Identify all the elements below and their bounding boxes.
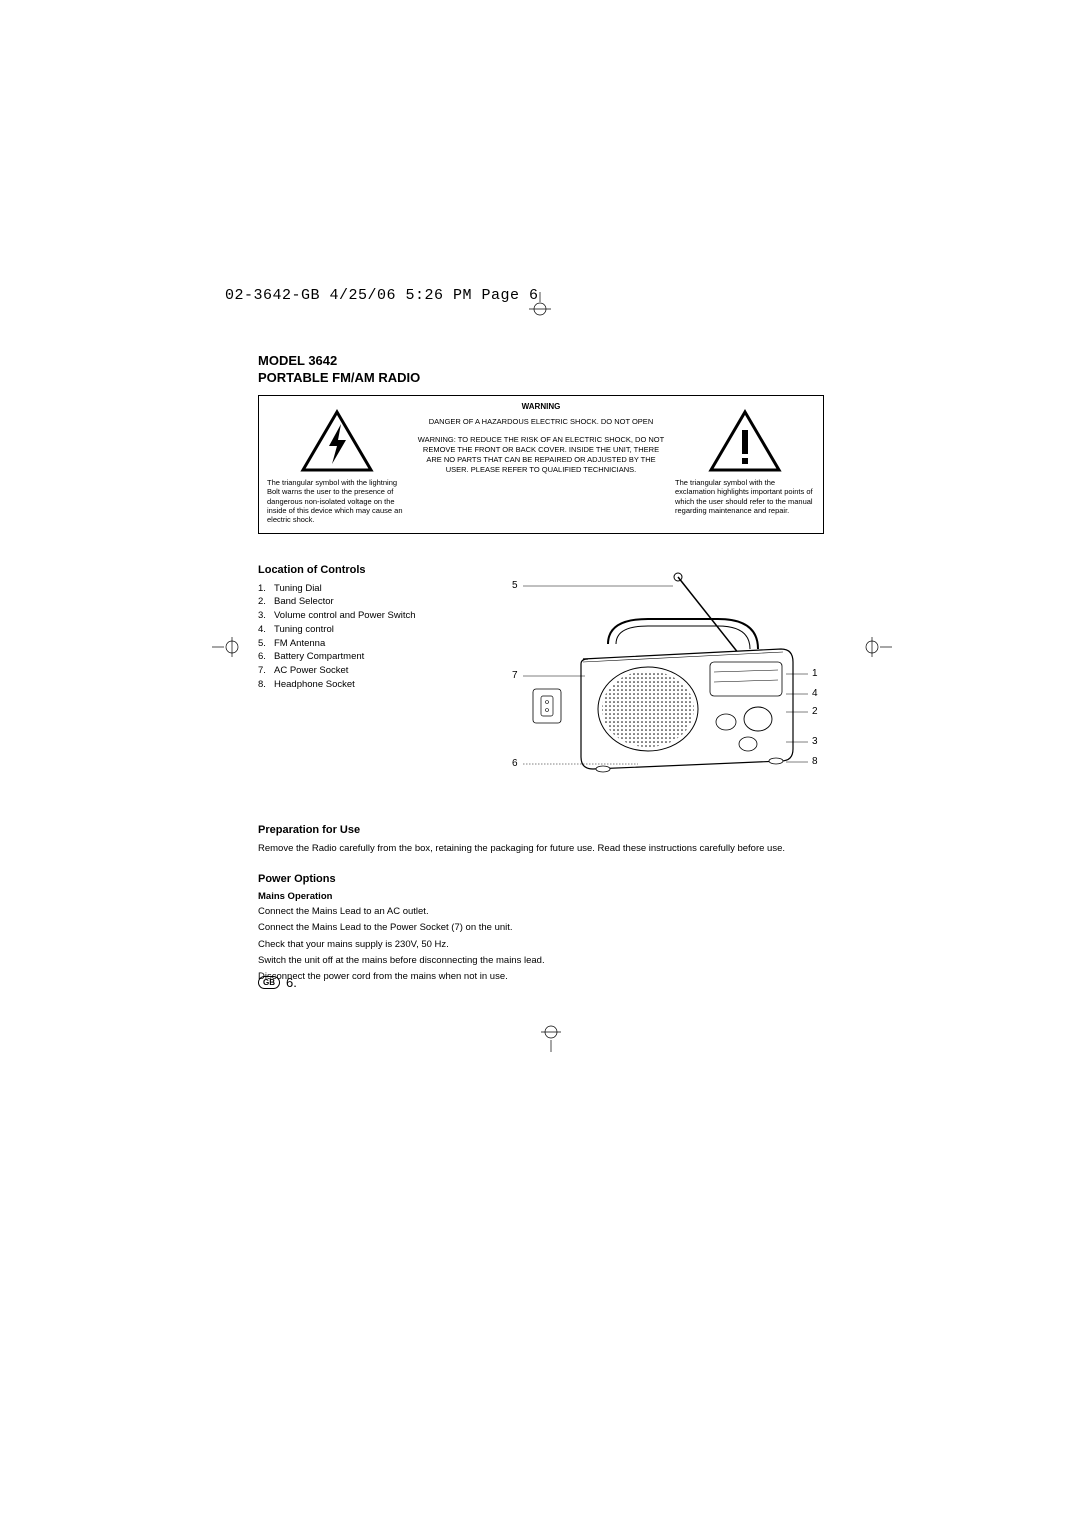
power-line: Connect the Mains Lead to an AC outlet. xyxy=(258,905,824,918)
radio-illustration xyxy=(488,564,818,779)
power-line: Check that your mains supply is 230V, 50… xyxy=(258,938,824,951)
callout-8: 8 xyxy=(812,756,818,767)
callout-2: 2 xyxy=(812,706,818,717)
callout-3: 3 xyxy=(812,736,818,747)
model-subtitle: PORTABLE FM/AM RADIO xyxy=(258,370,824,387)
controls-section: Location of Controls 1.Tuning Dial 2.Ban… xyxy=(258,564,824,784)
model-title: MODEL 3642 PORTABLE FM/AM RADIO xyxy=(258,353,824,387)
warning-body: WARNING: TO REDUCE THE RISK OF AN ELECTR… xyxy=(417,435,665,476)
list-item: 2.Band Selector xyxy=(258,595,478,609)
warning-box: The triangular symbol with the lightning… xyxy=(258,395,824,534)
preparation-body: Remove the Radio carefully from the box,… xyxy=(258,842,824,855)
power-line: Connect the Mains Lead to the Power Sock… xyxy=(258,921,824,934)
print-header: 02-3642-GB 4/25/06 5:26 PM Page 6 xyxy=(225,287,539,304)
crop-mark-right xyxy=(862,632,892,662)
callout-7: 7 xyxy=(512,670,518,681)
warning-left-col: The triangular symbol with the lightning… xyxy=(267,402,407,525)
power-subheading: Mains Operation xyxy=(258,891,824,902)
power-line: Disconnect the power cord from the mains… xyxy=(258,970,824,983)
power-section: Power Options Mains Operation Connect th… xyxy=(258,873,824,983)
list-item: 4.Tuning control xyxy=(258,623,478,637)
warning-center-col: WARNING DANGER OF A HAZARDOUS ELECTRIC S… xyxy=(413,402,669,525)
controls-list: 1.Tuning Dial 2.Band Selector 3.Volume c… xyxy=(258,582,478,692)
model-number: MODEL 3642 xyxy=(258,353,824,370)
page-footer: GB 6. xyxy=(258,975,297,990)
warning-left-caption: The triangular symbol with the lightning… xyxy=(267,478,407,525)
list-item: 7.AC Power Socket xyxy=(258,664,478,678)
callout-5: 5 xyxy=(512,580,518,591)
warning-danger-line: DANGER OF A HAZARDOUS ELECTRIC SHOCK. DO… xyxy=(417,417,665,427)
crop-mark-left xyxy=(212,632,242,662)
warning-right-col: The triangular symbol with the exclamati… xyxy=(675,402,815,525)
callout-4: 4 xyxy=(812,688,818,699)
exclamation-triangle-icon xyxy=(707,408,783,474)
list-item: 3.Volume control and Power Switch xyxy=(258,609,478,623)
page-number: 6. xyxy=(286,975,297,990)
callout-1: 1 xyxy=(812,668,818,679)
callout-6: 6 xyxy=(512,758,518,769)
content-area: MODEL 3642 PORTABLE FM/AM RADIO The tria… xyxy=(258,353,824,983)
radio-diagram: 5 7 6 1 4 2 3 8 xyxy=(488,564,824,784)
controls-heading: Location of Controls xyxy=(258,564,478,576)
crop-mark-bottom xyxy=(536,1022,566,1052)
list-item: 8.Headphone Socket xyxy=(258,678,478,692)
power-heading: Power Options xyxy=(258,873,824,885)
warning-heading: WARNING xyxy=(417,402,665,411)
lightning-triangle-icon xyxy=(299,408,375,474)
list-item: 6.Battery Compartment xyxy=(258,650,478,664)
list-item: 1.Tuning Dial xyxy=(258,582,478,596)
language-badge: GB xyxy=(258,976,280,989)
list-item: 5.FM Antenna xyxy=(258,637,478,651)
preparation-heading: Preparation for Use xyxy=(258,824,824,836)
power-line: Switch the unit off at the mains before … xyxy=(258,954,824,967)
warning-right-caption: The triangular symbol with the exclamati… xyxy=(675,478,815,516)
preparation-section: Preparation for Use Remove the Radio car… xyxy=(258,824,824,855)
